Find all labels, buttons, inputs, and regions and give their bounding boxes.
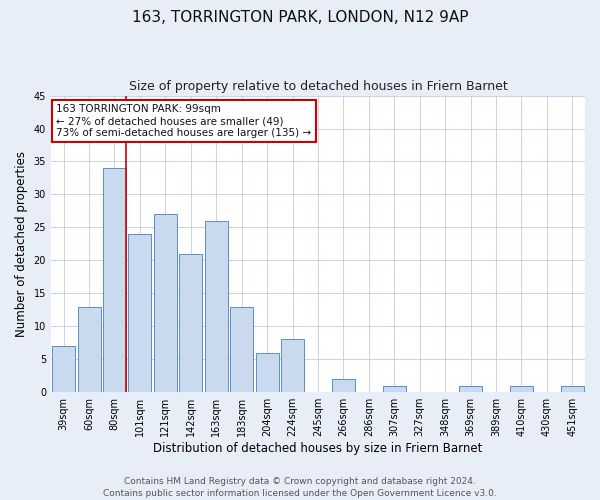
Bar xyxy=(128,234,151,392)
Bar xyxy=(459,386,482,392)
Bar xyxy=(52,346,75,392)
Bar xyxy=(383,386,406,392)
Title: Size of property relative to detached houses in Friern Barnet: Size of property relative to detached ho… xyxy=(128,80,508,93)
Y-axis label: Number of detached properties: Number of detached properties xyxy=(15,151,28,337)
X-axis label: Distribution of detached houses by size in Friern Barnet: Distribution of detached houses by size … xyxy=(153,442,482,455)
Bar xyxy=(561,386,584,392)
Bar xyxy=(205,221,227,392)
Bar xyxy=(281,340,304,392)
Text: 163 TORRINGTON PARK: 99sqm
← 27% of detached houses are smaller (49)
73% of semi: 163 TORRINGTON PARK: 99sqm ← 27% of deta… xyxy=(56,104,311,138)
Bar xyxy=(332,379,355,392)
Bar xyxy=(77,306,101,392)
Text: 163, TORRINGTON PARK, LONDON, N12 9AP: 163, TORRINGTON PARK, LONDON, N12 9AP xyxy=(132,10,468,25)
Bar xyxy=(256,352,278,392)
Bar xyxy=(230,306,253,392)
Bar xyxy=(154,214,177,392)
Bar xyxy=(510,386,533,392)
Text: Contains HM Land Registry data © Crown copyright and database right 2024.
Contai: Contains HM Land Registry data © Crown c… xyxy=(103,476,497,498)
Bar xyxy=(103,168,126,392)
Bar xyxy=(179,254,202,392)
